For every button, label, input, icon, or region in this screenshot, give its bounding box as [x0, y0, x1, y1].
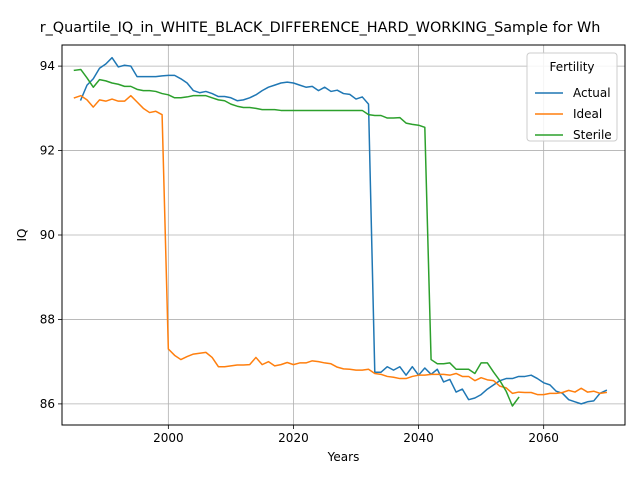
- y-tick-label: 90: [40, 228, 55, 242]
- series-lines: [73, 56, 608, 407]
- x-tick-label: 2000: [153, 431, 184, 445]
- x-tick-label: 2020: [278, 431, 309, 445]
- legend-entries: Actual Ideal Sterile: [535, 86, 612, 142]
- legend-title: Fertility: [549, 60, 594, 74]
- y-tick-label: 88: [40, 312, 55, 326]
- y-tick-label: 94: [40, 59, 55, 73]
- legend-label-actual: Actual: [573, 86, 611, 100]
- y-tick-label: 92: [40, 144, 55, 158]
- x-tick-label: 2040: [403, 431, 434, 445]
- chart-title: r_Quartile_IQ_in_WHITE_BLACK_DIFFERENCE_…: [40, 20, 601, 36]
- legend-box: [526, 52, 618, 142]
- y-tick-label: 86: [40, 397, 55, 411]
- x-tick-label: 2060: [528, 431, 559, 445]
- series-line-sterile: [73, 68, 520, 407]
- legend-label-sterile: Sterile: [573, 128, 612, 142]
- x-axis-label: Years: [327, 450, 360, 464]
- legend-label-ideal: Ideal: [573, 107, 602, 121]
- y-axis-ticks: 86 88 90 92 94: [40, 59, 62, 411]
- series-line-actual: [79, 56, 608, 405]
- legend: Fertility Actual Ideal Sterile: [526, 52, 618, 142]
- series-line-ideal: [73, 94, 608, 396]
- y-axis-label: IQ: [15, 229, 29, 242]
- x-axis-ticks: 2000 2020 2040 2060: [153, 425, 559, 445]
